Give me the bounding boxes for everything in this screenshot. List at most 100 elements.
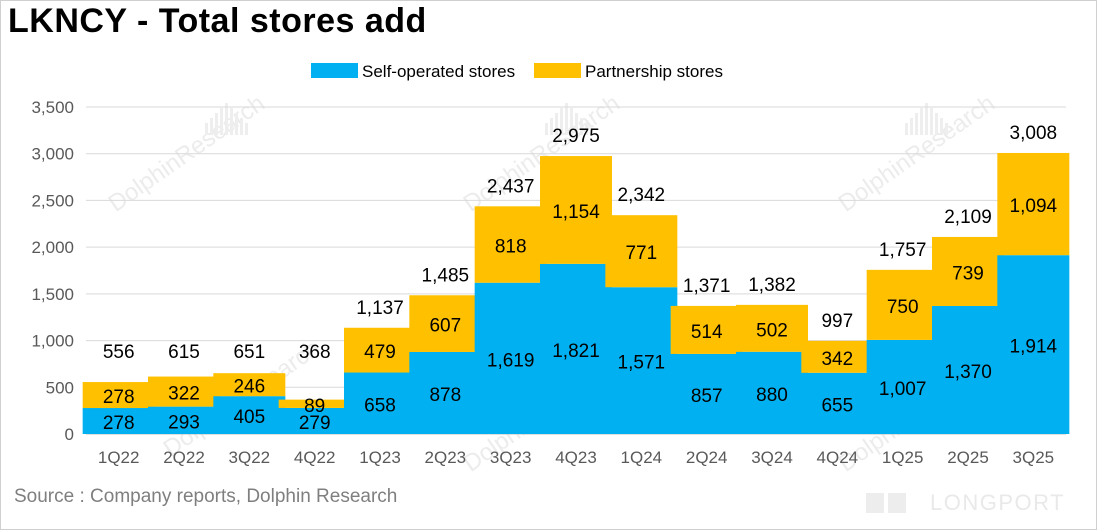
label-self-operated-2Q25: 1,370 bbox=[944, 362, 992, 383]
watermark-bar-0-1 bbox=[210, 118, 213, 135]
label-partnership-2Q22: 322 bbox=[168, 384, 200, 405]
x-tick-label-3Q23: 3Q23 bbox=[490, 448, 532, 467]
x-tick-label-4Q23: 4Q23 bbox=[555, 448, 597, 467]
bar-self-operated-4Q22 bbox=[278, 407, 351, 434]
bar-self-operated-3Q23 bbox=[474, 282, 547, 434]
watermark-bar-0-2 bbox=[215, 113, 218, 135]
bar-self-operated-3Q24 bbox=[736, 351, 808, 434]
bar-partnership-2Q25 bbox=[932, 236, 1004, 307]
watermark-bar-0-6 bbox=[235, 113, 238, 135]
bar-partnership-1Q23 bbox=[344, 327, 416, 373]
label-partnership-1Q22: 278 bbox=[103, 387, 135, 408]
watermark-bar-2-6 bbox=[935, 113, 938, 135]
label-partnership-1Q23: 479 bbox=[364, 342, 396, 363]
watermark-bar-2-5 bbox=[930, 108, 933, 135]
longport-logo-icon bbox=[866, 493, 906, 513]
watermark-bar-1-6 bbox=[575, 113, 578, 135]
label-total-2Q24: 1,371 bbox=[683, 276, 731, 297]
x-tick-label-1Q24: 1Q24 bbox=[621, 448, 663, 467]
label-total-4Q23: 2,975 bbox=[552, 126, 600, 147]
label-partnership-4Q22: 89 bbox=[304, 396, 325, 417]
label-total-3Q24: 1,382 bbox=[748, 275, 796, 296]
bar-partnership-1Q22 bbox=[82, 382, 155, 409]
label-partnership-2Q24: 514 bbox=[691, 322, 723, 343]
bar-partnership-2Q22 bbox=[148, 376, 220, 407]
bars bbox=[82, 152, 1070, 434]
bar-self-operated-4Q24 bbox=[801, 372, 874, 434]
label-self-operated-1Q24: 1,571 bbox=[618, 353, 666, 374]
x-tick-label-1Q25: 1Q25 bbox=[882, 448, 924, 467]
label-partnership-4Q23: 1,154 bbox=[552, 202, 600, 223]
label-self-operated-2Q24: 857 bbox=[691, 386, 723, 407]
label-self-operated-2Q22: 293 bbox=[168, 412, 200, 433]
watermark-bar-0-7 bbox=[240, 118, 243, 135]
watermark-bar-0-4 bbox=[225, 103, 228, 135]
label-total-3Q22: 651 bbox=[233, 342, 265, 363]
bar-self-operated-2Q22 bbox=[148, 406, 220, 434]
label-partnership-1Q25: 750 bbox=[887, 297, 919, 318]
label-total-4Q22: 368 bbox=[299, 342, 331, 363]
watermark-bar-1-8 bbox=[585, 123, 588, 135]
bar-partnership-4Q23 bbox=[540, 156, 612, 264]
x-tick-label-4Q24: 4Q24 bbox=[817, 448, 859, 467]
label-total-2Q23: 1,485 bbox=[422, 265, 470, 286]
label-self-operated-3Q24: 880 bbox=[756, 385, 788, 406]
label-partnership-2Q23: 607 bbox=[429, 316, 461, 337]
source-note: Source : Company reports, Dolphin Resear… bbox=[14, 486, 398, 507]
label-total-1Q23: 1,137 bbox=[356, 298, 404, 319]
watermark-bar-2-4 bbox=[925, 103, 928, 135]
label-partnership-4Q24: 342 bbox=[821, 349, 853, 370]
bar-partnership-2Q23 bbox=[409, 295, 482, 352]
bar-self-operated-4Q23 bbox=[540, 263, 612, 434]
x-tick-label-3Q24: 3Q24 bbox=[751, 448, 793, 467]
legend-label-self-operated: Self-operated stores bbox=[362, 62, 515, 81]
y-tick-label: 1,500 bbox=[31, 285, 74, 304]
label-partnership-2Q25: 739 bbox=[952, 263, 984, 284]
bar-partnership-1Q25 bbox=[866, 269, 939, 340]
bar-partnership-3Q22 bbox=[213, 373, 286, 397]
bar-partnership-2Q24 bbox=[670, 305, 743, 354]
bar-partnership-4Q22 bbox=[278, 399, 351, 408]
label-self-operated-1Q25: 1,007 bbox=[879, 379, 927, 400]
watermark-bar-1-3 bbox=[560, 108, 563, 135]
bar-partnership-1Q24 bbox=[605, 215, 678, 288]
chart-title: LKNCY - Total stores add bbox=[8, 2, 427, 40]
y-tick-label: 3,000 bbox=[31, 145, 74, 164]
x-tick-label-3Q25: 3Q25 bbox=[1013, 448, 1055, 467]
label-total-3Q25: 3,008 bbox=[1010, 123, 1058, 144]
bar-self-operated-1Q24 bbox=[605, 287, 678, 434]
label-total-4Q24: 997 bbox=[821, 311, 853, 332]
watermark-bar-0-8 bbox=[245, 123, 248, 135]
watermark-bar-2-2 bbox=[915, 113, 918, 135]
watermark-bar-0-3 bbox=[220, 108, 223, 135]
label-partnership-1Q24: 771 bbox=[625, 243, 657, 264]
x-tick-label-2Q23: 2Q23 bbox=[425, 448, 467, 467]
watermark-bar-0-5 bbox=[230, 108, 233, 135]
watermark-bar-1-7 bbox=[580, 118, 583, 135]
y-tick-label: 1,000 bbox=[31, 332, 74, 351]
label-self-operated-1Q22: 278 bbox=[103, 413, 135, 434]
bar-partnership-3Q23 bbox=[474, 206, 547, 283]
brand-watermark: LONGPORT bbox=[930, 490, 1066, 515]
label-total-1Q24: 2,342 bbox=[618, 185, 666, 206]
x-tick-label-2Q24: 2Q24 bbox=[686, 448, 728, 467]
watermark-bar-2-8 bbox=[945, 123, 948, 135]
y-axis: 0 500 1,000 1,500 2,000 2,500 3,000 3,500 bbox=[31, 98, 74, 444]
label-self-operated-4Q24: 655 bbox=[821, 395, 853, 416]
label-total-1Q25: 1,757 bbox=[879, 240, 927, 261]
watermark-bar-1-4 bbox=[565, 103, 568, 135]
label-self-operated-4Q23: 1,821 bbox=[552, 341, 600, 362]
x-tick-label-3Q22: 3Q22 bbox=[229, 448, 271, 467]
watermark-bar-2-3 bbox=[920, 108, 923, 135]
x-axis: 1Q22 2Q22 3Q22 4Q22 1Q23 2Q23 3Q23 4Q23 1Q24 2Q24… bbox=[98, 448, 1054, 467]
label-self-operated-1Q23: 658 bbox=[364, 395, 396, 416]
label-total-1Q22: 556 bbox=[103, 342, 135, 363]
bar-self-operated-2Q24 bbox=[670, 353, 743, 434]
label-total-2Q22: 615 bbox=[168, 342, 200, 363]
label-total-2Q25: 2,109 bbox=[944, 207, 992, 228]
bar-self-operated-3Q22 bbox=[213, 396, 286, 434]
legend-swatch-partnership bbox=[534, 63, 581, 78]
label-partnership-3Q22: 246 bbox=[233, 377, 265, 398]
legend: Self-operated stores Partnership stores bbox=[311, 62, 723, 81]
